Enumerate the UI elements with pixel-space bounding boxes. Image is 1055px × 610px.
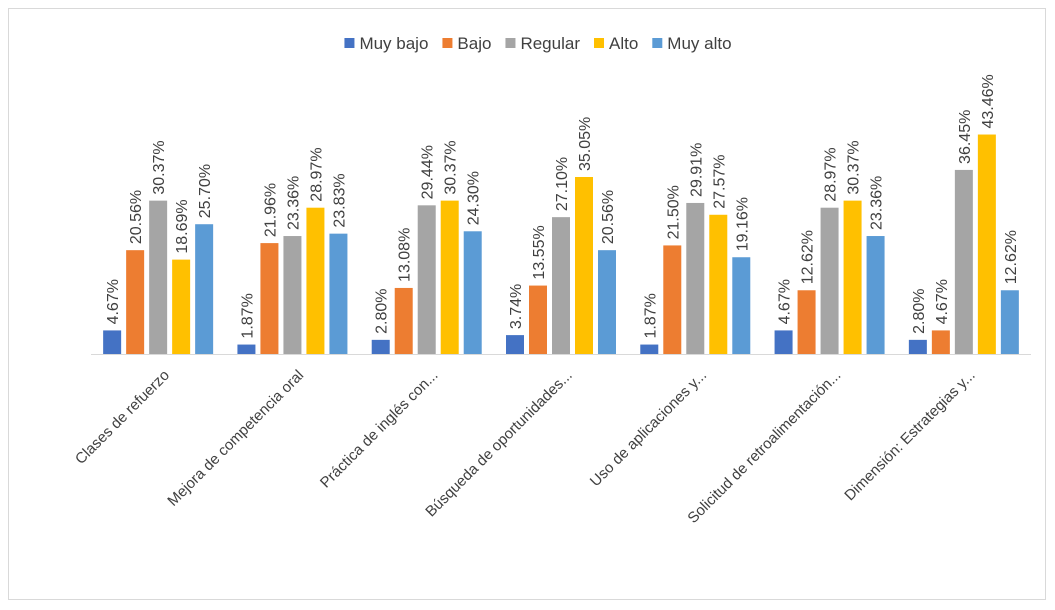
data-label: 20.56%	[600, 190, 617, 244]
data-label: 2.80%	[911, 288, 928, 333]
bar	[172, 259, 191, 354]
bar	[126, 250, 145, 354]
data-label: 24.30%	[466, 171, 483, 225]
category-label: Búsqueda de oportunidades...	[422, 367, 576, 521]
bar	[732, 257, 751, 354]
bar	[575, 176, 593, 354]
bar	[283, 236, 302, 354]
bar	[463, 231, 482, 354]
data-label: 12.62%	[1003, 230, 1020, 284]
data-label: 19.16%	[734, 197, 751, 251]
category-label: Solicitud de retroalimentación...	[684, 367, 844, 527]
legend-swatch	[505, 38, 516, 48]
legend: Muy bajo Bajo Regular Alto Muy alto	[344, 34, 732, 53]
category-label: Dimensión: Estrategias y...	[841, 367, 978, 504]
data-label: 27.10%	[554, 157, 571, 211]
clustered-bar-chart: Muy bajo Bajo Regular Alto Muy alto 4.67% 20.…	[72, 34, 1031, 527]
bar	[237, 344, 256, 354]
legend-label: Alto	[609, 34, 638, 53]
bar	[774, 330, 793, 354]
data-label: 23.36%	[869, 176, 886, 230]
data-label: 25.70%	[197, 164, 214, 218]
legend-label: Muy alto	[667, 34, 731, 53]
bar	[709, 214, 728, 354]
data-label: 21.96%	[262, 183, 279, 237]
data-label: 4.67%	[105, 279, 122, 324]
bar	[103, 330, 122, 354]
bar	[843, 200, 862, 354]
bar	[908, 339, 927, 354]
category-label: Clases de refuerzo	[72, 367, 173, 468]
bar	[440, 200, 459, 354]
data-label: 12.62%	[800, 230, 817, 284]
data-label: 30.37%	[151, 140, 168, 194]
data-label: 27.57%	[711, 155, 728, 209]
data-label: 29.44%	[420, 145, 437, 199]
data-label: 1.87%	[239, 293, 256, 338]
bar	[977, 134, 996, 354]
bar	[394, 287, 413, 354]
bar	[529, 285, 547, 354]
data-label: 20.56%	[128, 190, 145, 244]
bar	[1000, 290, 1019, 354]
bar	[306, 207, 325, 354]
bar	[820, 207, 839, 354]
legend-swatch	[594, 38, 605, 48]
data-label: 28.97%	[823, 147, 840, 201]
bar	[954, 169, 973, 354]
data-label: 30.37%	[846, 140, 863, 194]
category-label: Mejora de competencia oral	[164, 367, 307, 510]
legend-label: Muy bajo	[359, 34, 428, 53]
data-label: 36.45%	[957, 110, 974, 164]
data-labels: 4.67% 20.56% 30.37% 18.69% 25.70% 1.87% 21.96%…	[105, 74, 1020, 338]
bar	[195, 224, 214, 354]
category-label: Práctica de inglés con...	[317, 367, 442, 492]
legend-swatch	[652, 38, 663, 48]
data-label: 18.69%	[174, 199, 191, 253]
bar	[598, 250, 616, 354]
data-label: 13.55%	[531, 225, 548, 279]
data-label: 4.67%	[777, 279, 794, 324]
bar	[663, 245, 682, 354]
data-label: 13.08%	[397, 228, 414, 282]
bar	[686, 202, 705, 354]
data-label: 28.97%	[308, 147, 325, 201]
legend-swatch	[442, 38, 453, 48]
data-label: 23.83%	[331, 173, 348, 227]
data-label: 29.91%	[688, 143, 705, 197]
bars	[103, 134, 1019, 354]
bar	[797, 290, 816, 354]
data-label: 4.67%	[934, 279, 951, 324]
bar	[329, 233, 348, 354]
legend-label: Bajo	[457, 34, 491, 53]
data-label: 43.46%	[980, 74, 997, 128]
bar	[417, 205, 436, 354]
data-label: 21.50%	[665, 185, 682, 239]
bar	[866, 236, 885, 354]
legend-label: Regular	[520, 34, 580, 53]
bar	[149, 200, 168, 354]
data-label: 2.80%	[374, 288, 391, 333]
data-label: 1.87%	[642, 293, 659, 338]
bar	[640, 344, 659, 354]
data-label: 23.36%	[285, 176, 302, 230]
data-label: 35.05%	[577, 117, 594, 171]
data-label: 30.37%	[443, 140, 460, 194]
bar	[552, 217, 570, 354]
category-label: Uso de aplicaciones y...	[587, 367, 710, 490]
bar	[506, 335, 524, 354]
legend-swatch	[344, 38, 355, 48]
bar	[260, 243, 279, 354]
bar	[931, 330, 950, 354]
chart-frame: Muy bajo Bajo Regular Alto Muy alto 4.67% 20.…	[8, 8, 1046, 600]
data-label: 3.74%	[508, 284, 525, 329]
bar	[371, 339, 390, 354]
